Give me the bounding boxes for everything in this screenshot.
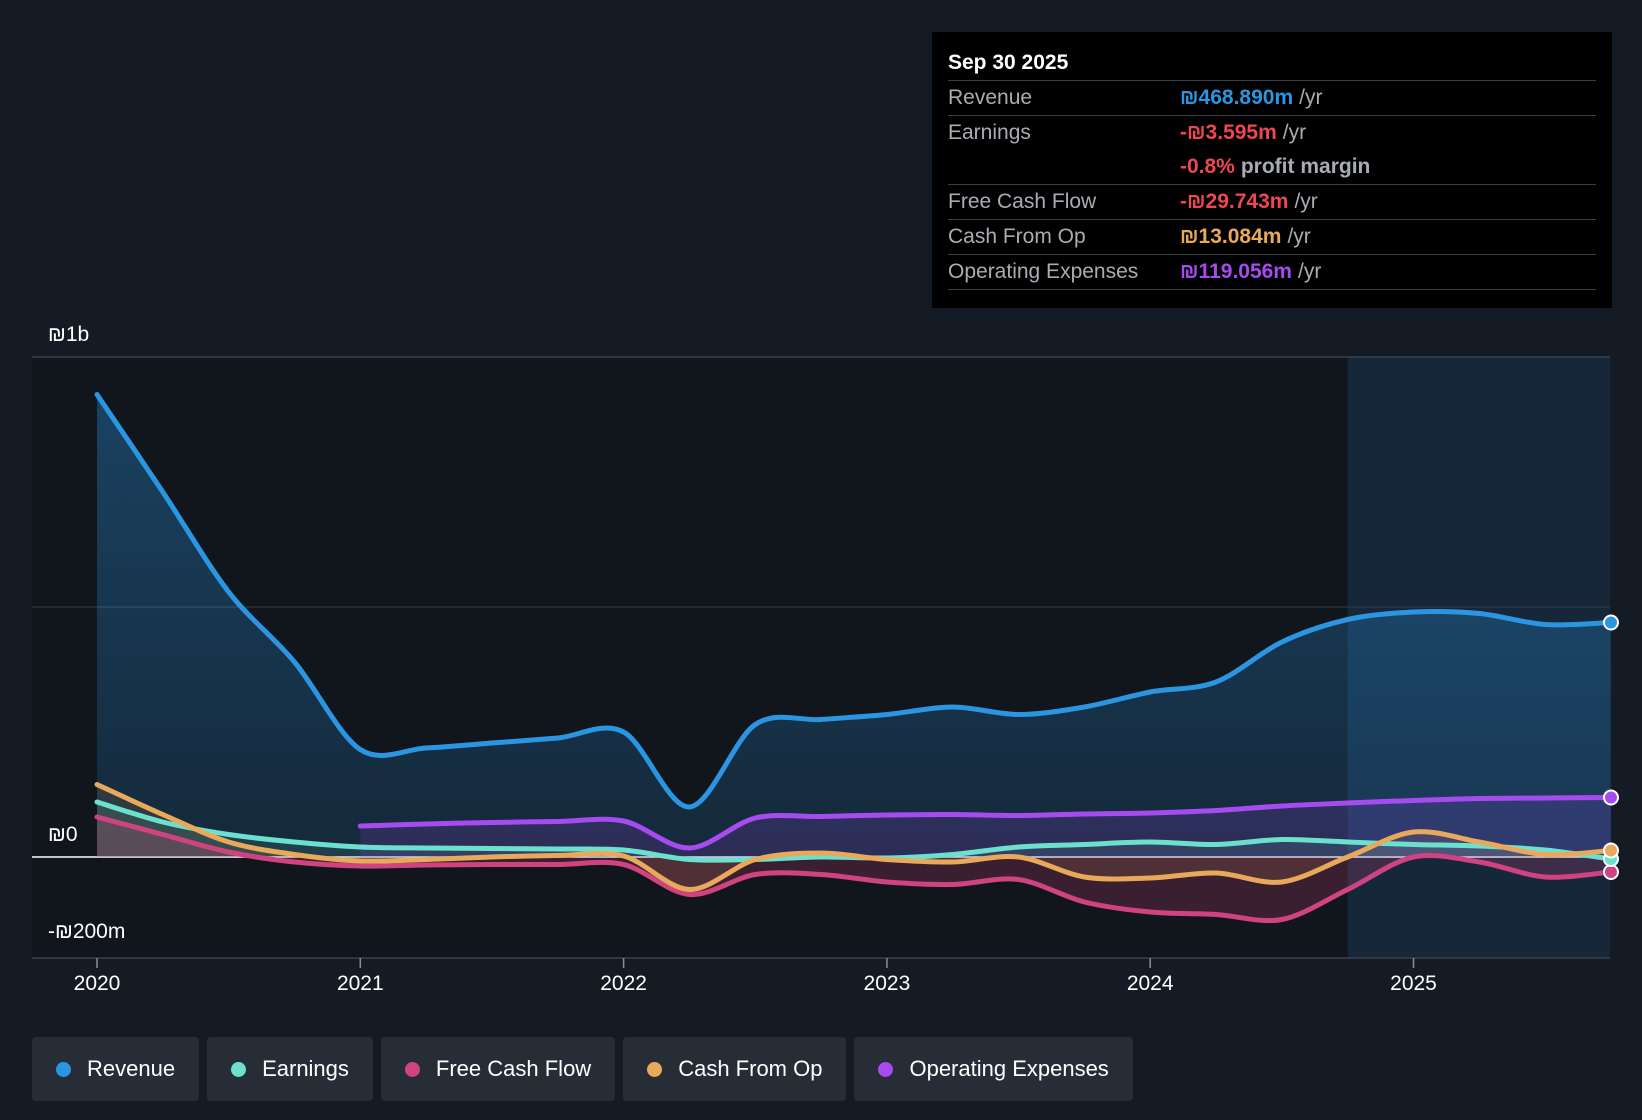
legend-item-cash-from-op[interactable]: Cash From Op	[623, 1037, 847, 1101]
x-tick-label: 2023	[864, 972, 911, 995]
tooltip-label: Cash From Op	[948, 225, 1086, 248]
legend-dot-icon	[647, 1061, 663, 1077]
x-tick-label: 2020	[74, 972, 121, 995]
tooltip-unit: /yr	[1287, 225, 1311, 248]
tooltip-row-operating-expenses: Operating Expenses ₪119.056m /yr	[948, 254, 1596, 290]
series-lines	[94, 392, 1614, 924]
legend-label: Revenue	[87, 1056, 176, 1081]
tooltip-label: Operating Expenses	[948, 260, 1139, 283]
tooltip-value: -₪29.743m	[1180, 190, 1289, 213]
x-tick-label: 2024	[1127, 972, 1174, 995]
legend-item-free-cash-flow[interactable]: Free Cash Flow	[380, 1037, 616, 1101]
area-free-cash-flow	[97, 817, 1611, 921]
legend-label: Operating Expenses	[909, 1056, 1109, 1081]
legend-dot-icon	[231, 1061, 247, 1077]
tooltip-value: ₪13.084m	[1180, 225, 1282, 248]
legend-item-operating-expenses[interactable]: Operating Expenses	[854, 1037, 1133, 1101]
tooltip-unit: /yr	[1297, 260, 1322, 283]
legend-label: Cash From Op	[678, 1056, 823, 1081]
legend-dot-icon	[878, 1061, 894, 1077]
line-free-cash-flow	[94, 814, 1614, 924]
tooltip: Sep 30 2025 Revenue ₪468.890m /yr Earnin…	[932, 32, 1612, 308]
tooltip-unit: /yr	[1282, 121, 1307, 144]
line-revenue	[94, 392, 1614, 810]
legend-item-earnings[interactable]: Earnings	[207, 1037, 373, 1101]
area-revenue	[97, 394, 1611, 857]
tooltip-value: ₪468.890m	[1180, 86, 1294, 109]
x-tick-label: 2025	[1390, 972, 1437, 995]
line-cash-from-op	[94, 782, 1614, 893]
tooltip-row-earnings: Earnings -₪3.595m /yr	[948, 115, 1596, 150]
y-tick-label: ₪0	[48, 823, 78, 846]
x-tick-label: 2022	[600, 972, 647, 995]
tooltip-row-profit-margin: -0.8% profit margin	[948, 150, 1596, 184]
line-operating-expenses	[357, 795, 1614, 851]
y-axis: ₪1b ₪0 -₪200m	[48, 323, 125, 943]
tooltip-unit: /yr	[1299, 86, 1323, 109]
y-tick-label: ₪1b	[48, 323, 89, 346]
y-tick-label: -₪200m	[48, 920, 125, 943]
endpoint-revenue	[1602, 614, 1619, 631]
legend-item-revenue[interactable]: Revenue	[32, 1037, 200, 1101]
endpoint-free-cash-flow	[1602, 864, 1619, 880]
tooltip-row-free-cash-flow: Free Cash Flow -₪29.743m /yr	[948, 184, 1596, 219]
tooltip-unit: /yr	[1294, 190, 1318, 213]
tooltip-row-revenue: Revenue ₪468.890m /yr	[948, 80, 1596, 115]
tooltip-row-cash-from-op: Cash From Op ₪13.084m /yr	[948, 219, 1596, 254]
tooltip-value: -0.8%	[1180, 155, 1235, 178]
tooltip-label: Earnings	[948, 121, 1031, 144]
legend: Revenue Earnings Free Cash Flow Cash Fro…	[32, 1037, 1133, 1101]
tooltip-value: ₪119.056m	[1180, 260, 1292, 283]
tooltip-unit: profit margin	[1240, 155, 1371, 178]
tooltip-value: -₪3.595m	[1180, 121, 1277, 144]
x-axis: 2020 2021 2022 2023 2024 2025	[74, 958, 1437, 995]
legend-label: Free Cash Flow	[435, 1056, 592, 1081]
tooltip-label: Free Cash Flow	[948, 190, 1097, 213]
tooltip-label: Revenue	[948, 86, 1033, 109]
tooltip-date: Sep 30 2025	[948, 51, 1069, 74]
x-tick-label: 2021	[337, 972, 384, 995]
legend-dot-icon	[404, 1061, 420, 1077]
area-cash-from-op	[97, 784, 1611, 890]
legend-dot-icon	[56, 1061, 71, 1077]
chart: ₪1b ₪0 -₪200m 2020 2021 2022 2023 2024 2025	[32, 323, 1619, 995]
legend-label: Earnings	[262, 1056, 349, 1081]
series-endpoints	[1602, 614, 1619, 880]
endpoint-operating-expenses	[1602, 789, 1619, 806]
endpoint-cash-from-op	[1602, 842, 1619, 859]
